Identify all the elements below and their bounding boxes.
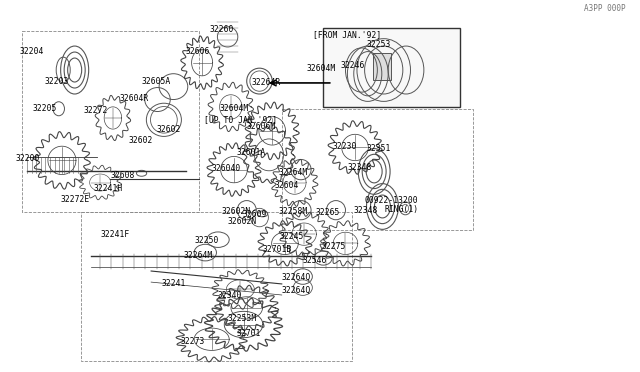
Text: 32273: 32273 <box>180 337 205 346</box>
Text: 32602: 32602 <box>128 136 152 145</box>
Text: 32253M: 32253M <box>228 314 257 323</box>
Text: 32602N: 32602N <box>221 207 250 216</box>
Text: 32265: 32265 <box>316 208 340 217</box>
Text: 32241: 32241 <box>161 279 186 288</box>
Text: 32203: 32203 <box>45 77 69 86</box>
Text: 326040: 326040 <box>211 164 240 173</box>
Text: 32601A: 32601A <box>237 148 266 157</box>
Text: 32264M: 32264M <box>278 168 308 177</box>
Text: 32260: 32260 <box>209 25 234 34</box>
Text: [UP TO JAN.'92]: [UP TO JAN.'92] <box>204 115 277 124</box>
Text: 32546: 32546 <box>303 256 327 265</box>
Text: 32608: 32608 <box>110 171 134 180</box>
Text: 32606M: 32606M <box>247 122 276 131</box>
Text: 32250: 32250 <box>195 236 219 245</box>
Text: 00922-13200: 00922-13200 <box>365 196 418 205</box>
Text: 32604: 32604 <box>275 181 299 190</box>
Text: 32602N: 32602N <box>228 217 257 226</box>
Text: 32340: 32340 <box>218 291 242 299</box>
Text: A3PP 000P: A3PP 000P <box>584 4 626 13</box>
Text: 32609: 32609 <box>243 211 267 219</box>
Text: 32351: 32351 <box>367 144 391 153</box>
Text: 32348: 32348 <box>354 206 378 215</box>
Text: 32275: 32275 <box>322 242 346 251</box>
FancyBboxPatch shape <box>373 53 392 80</box>
Text: 32701B: 32701B <box>262 245 291 254</box>
Text: 32205: 32205 <box>33 104 57 113</box>
Text: 32604M: 32604M <box>220 104 248 113</box>
Text: 32253: 32253 <box>367 40 391 49</box>
Text: 32241F: 32241F <box>100 230 129 239</box>
Text: 32264Q: 32264Q <box>281 273 310 282</box>
Text: 32272: 32272 <box>83 106 108 115</box>
Text: 32606: 32606 <box>186 47 210 56</box>
Text: 32204: 32204 <box>20 47 44 56</box>
Text: 32604R: 32604R <box>119 94 148 103</box>
Text: 32604M: 32604M <box>307 64 336 73</box>
Text: 32246: 32246 <box>341 61 365 70</box>
Text: 32605A: 32605A <box>141 77 171 86</box>
Text: 32200: 32200 <box>16 154 40 163</box>
Text: 32264R: 32264R <box>252 78 280 87</box>
Bar <box>282 109 473 231</box>
Bar <box>323 28 460 107</box>
Text: 32241H: 32241H <box>94 183 123 193</box>
Text: 32272E: 32272E <box>60 195 90 203</box>
Text: RING(1): RING(1) <box>385 205 419 214</box>
Bar <box>22 31 199 212</box>
Text: 32264Q: 32264Q <box>281 286 310 295</box>
Text: 32245: 32245 <box>280 232 304 241</box>
Bar <box>81 212 352 361</box>
Text: 32602: 32602 <box>156 125 180 134</box>
Text: 32230: 32230 <box>332 142 356 151</box>
Text: 32264M: 32264M <box>183 251 212 260</box>
Text: 32701: 32701 <box>236 329 261 338</box>
Text: 32348: 32348 <box>348 163 372 171</box>
Text: 32258M: 32258M <box>278 207 308 216</box>
Text: [FROM JAN.'92]: [FROM JAN.'92] <box>312 30 381 39</box>
